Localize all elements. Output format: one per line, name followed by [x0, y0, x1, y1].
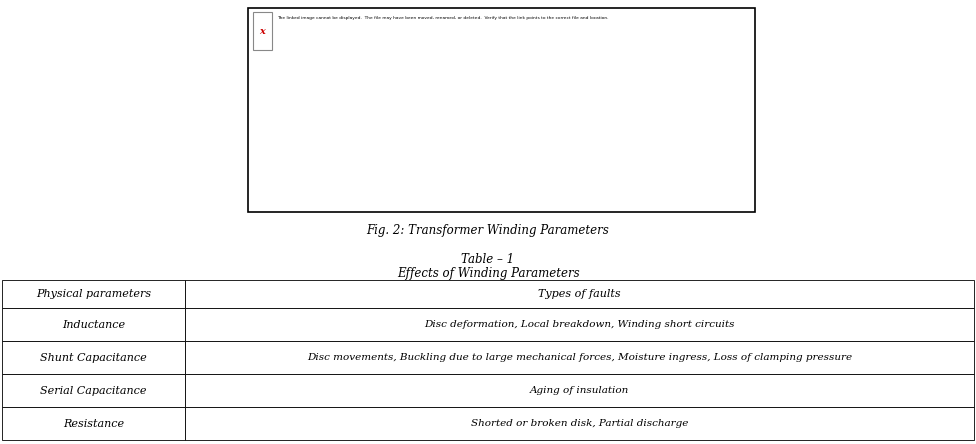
Bar	[2, 341, 185, 374]
Bar	[185, 407, 974, 440]
Bar	[185, 374, 974, 407]
Text: Aging of insulation: Aging of insulation	[530, 386, 630, 395]
Text: Disc movements, Buckling due to large mechanical forces, Moisture ingress, Loss : Disc movements, Buckling due to large me…	[306, 353, 852, 362]
Bar	[2, 280, 185, 308]
Bar	[185, 341, 974, 374]
Text: Disc deformation, Local breakdown, Winding short circuits: Disc deformation, Local breakdown, Windi…	[425, 320, 735, 329]
Text: Inductance: Inductance	[61, 320, 125, 329]
Text: The linked image cannot be displayed.  The file may have been moved, renamed, or: The linked image cannot be displayed. Th…	[277, 16, 608, 20]
Text: Resistance: Resistance	[62, 419, 124, 428]
Text: Fig. 2: Transformer Winding Parameters: Fig. 2: Transformer Winding Parameters	[367, 224, 609, 237]
Text: Serial Capacitance: Serial Capacitance	[40, 385, 146, 396]
Bar	[2, 308, 185, 341]
Text: Shorted or broken disk, Partial discharge: Shorted or broken disk, Partial discharg…	[470, 419, 688, 428]
Bar	[248, 8, 755, 212]
Bar	[253, 12, 272, 50]
Text: Table – 1: Table – 1	[462, 253, 514, 266]
Bar	[185, 280, 974, 308]
Text: Physical parameters: Physical parameters	[36, 289, 151, 299]
Text: Effects of Winding Parameters: Effects of Winding Parameters	[396, 267, 580, 280]
Bar	[2, 374, 185, 407]
Text: Types of faults: Types of faults	[538, 289, 621, 299]
Text: x: x	[260, 27, 265, 36]
Text: Shunt Capacitance: Shunt Capacitance	[40, 353, 146, 362]
Bar	[2, 407, 185, 440]
Bar	[185, 308, 974, 341]
